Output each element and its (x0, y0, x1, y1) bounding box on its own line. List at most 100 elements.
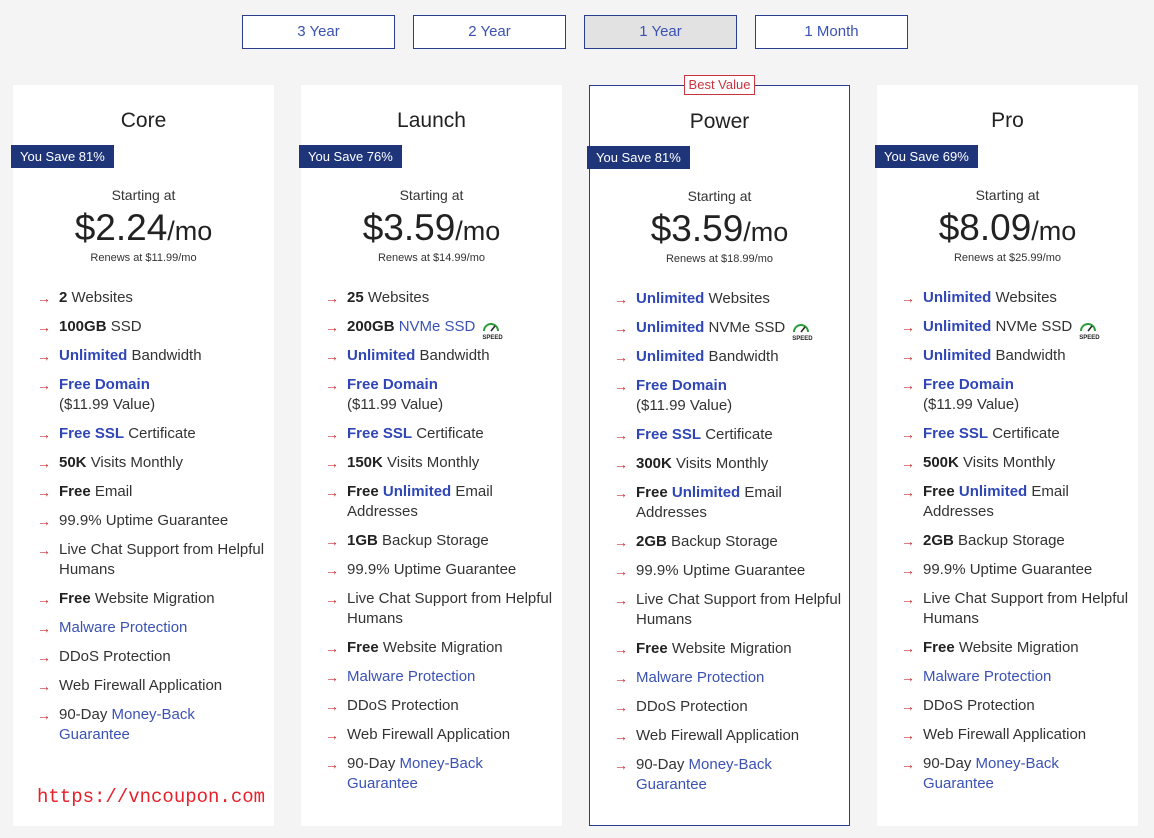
plan-card-pro: Pro You Save 69% Starting at $8.09/mo Re… (875, 85, 1138, 826)
feature-highlight: 50K (59, 454, 87, 471)
arrow-right-icon: → (325, 727, 339, 743)
feature-text: Certificate (988, 425, 1060, 442)
feature-link[interactable]: Malware Protection (59, 619, 188, 636)
tab-2-year[interactable]: 2 Year (413, 15, 566, 49)
feature-text: 90-Day (923, 755, 976, 772)
renewal-price: Renews at $11.99/mo (90, 252, 197, 264)
feature-highlight: 2 (59, 289, 68, 306)
watermark: https://vncoupon.com (37, 786, 266, 808)
feature-item: → 200GB NVMe SSD SPEED (325, 317, 557, 341)
arrow-right-icon: → (37, 649, 51, 665)
arrow-right-icon: → (37, 319, 51, 335)
feature-text: 99.9% Uptime Guarantee (347, 561, 517, 578)
arrow-right-icon: → (37, 513, 51, 529)
starting-at-label: Starting at (975, 187, 1040, 203)
feature-highlight: Free (347, 639, 379, 656)
arrow-right-icon: → (614, 456, 628, 472)
feature-highlight: Free Domain (347, 376, 438, 393)
feature-highlight: Unlimited (958, 483, 1028, 500)
feature-highlight: Unlimited (636, 290, 705, 307)
feature-item: → Unlimited Websites (901, 288, 1133, 308)
feature-text: Bandwidth (991, 347, 1066, 364)
arrow-right-icon: → (325, 591, 339, 607)
arrow-right-icon: → (325, 484, 339, 500)
feature-item: → Free Domain ($11.99 Value) (325, 375, 557, 415)
renewal-price: Renews at $14.99/mo (377, 252, 485, 264)
feature-item: → Free Unlimited Email Addresses (325, 482, 557, 522)
feature-item: → Malware Protection (614, 668, 846, 688)
feature-item: → Free Email (37, 482, 269, 502)
feature-item: → 25 Websites (325, 288, 557, 308)
feature-highlight: Free (59, 483, 91, 500)
feature-text: NVMe SSD (704, 319, 786, 336)
feature-item: → Malware Protection (901, 667, 1133, 687)
feature-highlight: 2GB (923, 532, 954, 549)
feature-highlight: Unlimited (347, 347, 416, 364)
feature-link[interactable]: Malware Protection (347, 668, 476, 685)
feature-note: ($11.99 Value) (636, 397, 733, 414)
feature-highlight: Free (59, 590, 91, 607)
feature-highlight: 25 (347, 289, 364, 306)
feature-item: → 2 Websites (37, 288, 269, 308)
arrow-right-icon: → (614, 563, 628, 579)
feature-text: Email Addresses (347, 483, 493, 520)
plan-card-power: Best Value Power You Save 81% Starting a… (587, 75, 850, 826)
feature-item: → Web Firewall Application (325, 725, 557, 745)
feature-text: Backup Storage (953, 532, 1065, 549)
feature-link[interactable]: Money-Back Guarantee (59, 706, 195, 743)
price: $3.59/mo (590, 208, 849, 250)
feature-item: → Malware Protection (37, 618, 269, 638)
feature-list: → 2 Websites → 100GB SSD → Unlimited Bandwidt… (37, 288, 269, 754)
feature-item: → DDoS Protection (901, 696, 1133, 716)
arrow-right-icon: → (37, 591, 51, 607)
feature-link[interactable]: Money-Back Guarantee (347, 755, 483, 792)
feature-highlight: 1GB (347, 532, 378, 549)
feature-item: → Unlimited NVMe SSD SPEED (901, 317, 1133, 341)
arrow-right-icon: → (901, 669, 915, 685)
feature-highlight: Free (923, 483, 955, 500)
feature-highlight: 2GB (636, 533, 667, 550)
feature-link[interactable]: Money-Back Guarantee (636, 756, 772, 793)
feature-highlight: Free (347, 483, 379, 500)
price-amount: $3.59 (650, 208, 744, 249)
arrow-right-icon: → (325, 640, 339, 656)
arrow-right-icon: → (901, 698, 915, 714)
price-amount: $3.59 (362, 207, 456, 248)
arrow-right-icon: → (614, 427, 628, 443)
feature-link[interactable]: Malware Protection (636, 669, 765, 686)
feature-text: Web Firewall Application (347, 726, 511, 743)
feature-text: Backup Storage (666, 533, 778, 550)
feature-text: Bandwidth (127, 347, 202, 364)
arrow-right-icon: → (614, 641, 628, 657)
price: $3.59/mo (301, 207, 562, 249)
feature-highlight: 500K (923, 454, 959, 471)
feature-highlight: Unlimited (671, 484, 741, 501)
feature-highlight: Unlimited (636, 348, 705, 365)
price-unit: /mo (167, 216, 213, 246)
feature-text: 99.9% Uptime Guarantee (636, 562, 806, 579)
feature-item: → 1GB Backup Storage (325, 531, 557, 551)
feature-link[interactable]: Money-Back Guarantee (923, 755, 1059, 792)
feature-link[interactable]: Malware Protection (923, 668, 1052, 685)
renewal-price: Renews at $18.99/mo (665, 253, 773, 265)
tab-1-year[interactable]: 1 Year (584, 15, 737, 49)
feature-text: Website Migration (378, 639, 503, 656)
arrow-right-icon: → (901, 727, 915, 743)
tab-3-year[interactable]: 3 Year (242, 15, 395, 49)
arrow-right-icon: → (325, 426, 339, 442)
feature-text: Live Chat Support from Helpful Humans (923, 590, 1129, 627)
feature-link[interactable]: NVMe SSD (394, 318, 476, 335)
plan-name: Launch (397, 109, 466, 132)
feature-text: Live Chat Support from Helpful Humans (636, 591, 842, 628)
arrow-right-icon: → (901, 484, 915, 500)
feature-text: 99.9% Uptime Guarantee (59, 512, 229, 529)
feature-list: → Unlimited Websites → Unlimited NVMe SSD SP… (901, 288, 1133, 803)
arrow-right-icon: → (614, 699, 628, 715)
feature-note: ($11.99 Value) (347, 396, 444, 413)
arrow-right-icon: → (614, 728, 628, 744)
arrow-right-icon: → (325, 455, 339, 471)
feature-item: → 99.9% Uptime Guarantee (37, 511, 269, 531)
starting-at-label: Starting at (111, 187, 176, 203)
tab-1-month[interactable]: 1 Month (755, 15, 908, 49)
starting-at-label: Starting at (687, 188, 752, 204)
